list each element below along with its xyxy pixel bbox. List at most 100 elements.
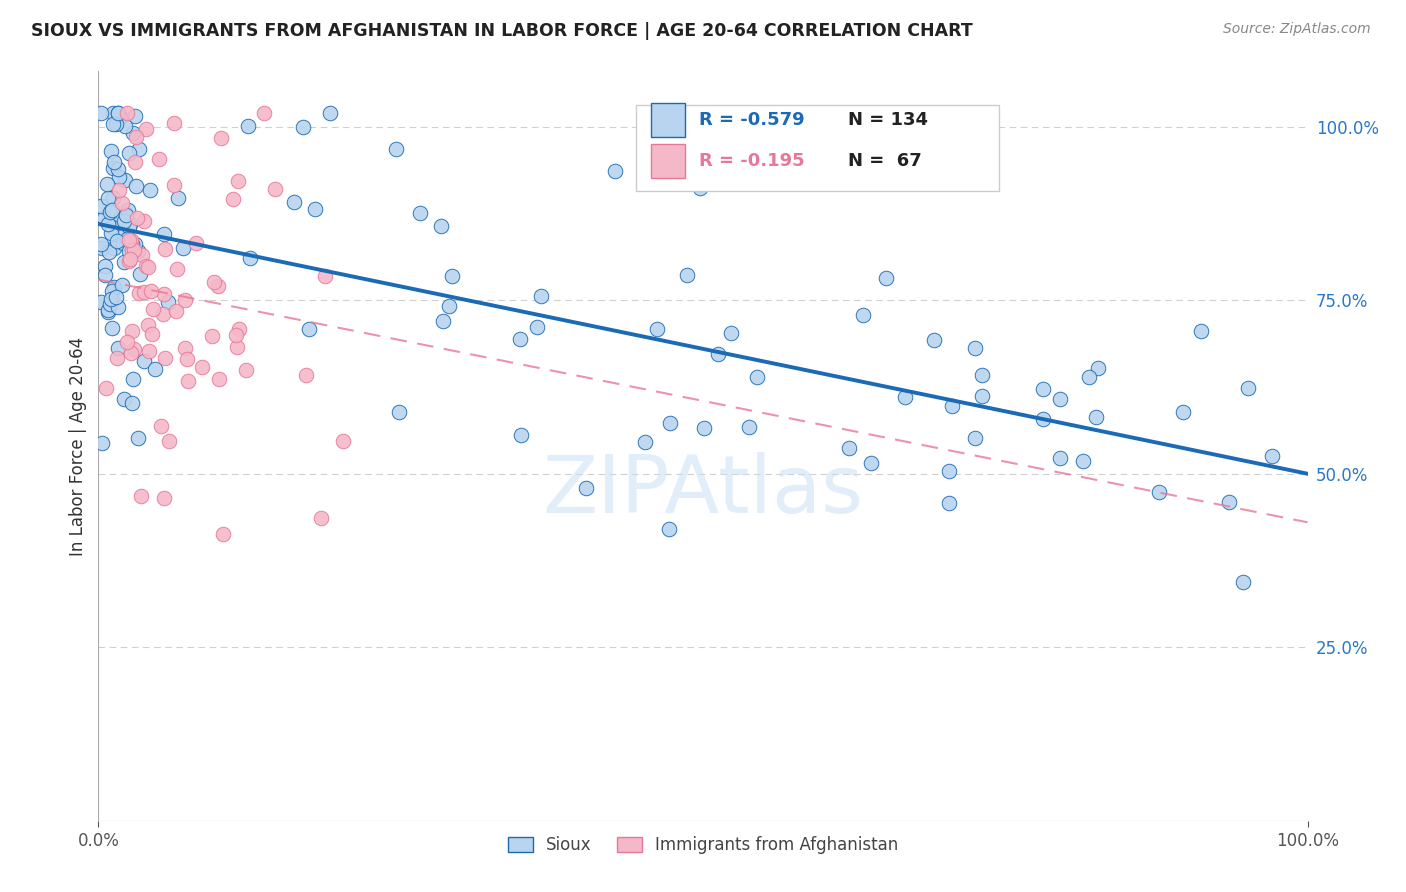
Point bbox=[145, 362, 167, 376]
Text: ZIPAtlas: ZIPAtlas bbox=[543, 452, 863, 530]
Point bbox=[689, 180, 711, 194]
Point bbox=[1237, 381, 1260, 395]
Point bbox=[97, 302, 120, 317]
Point bbox=[184, 235, 207, 250]
Point bbox=[103, 117, 125, 131]
Point bbox=[226, 173, 249, 187]
Point bbox=[298, 322, 321, 336]
Text: R = -0.579: R = -0.579 bbox=[699, 112, 806, 129]
Point bbox=[112, 255, 135, 269]
Point bbox=[114, 120, 136, 134]
Point bbox=[131, 248, 153, 262]
Point bbox=[94, 260, 117, 274]
Point bbox=[1232, 574, 1254, 589]
Text: R = -0.195: R = -0.195 bbox=[699, 153, 806, 170]
Point bbox=[108, 169, 131, 184]
Point bbox=[132, 213, 155, 227]
Point bbox=[114, 392, 136, 406]
Point bbox=[509, 428, 531, 442]
Point bbox=[603, 164, 626, 178]
Point bbox=[121, 237, 143, 252]
Point bbox=[136, 260, 159, 274]
Point bbox=[91, 436, 114, 450]
Point bbox=[1189, 324, 1212, 338]
Point bbox=[1049, 450, 1071, 465]
Point bbox=[124, 243, 146, 257]
Point bbox=[166, 261, 188, 276]
Point bbox=[100, 227, 122, 241]
Point bbox=[1071, 453, 1094, 467]
Point bbox=[659, 416, 682, 430]
Point bbox=[575, 481, 598, 495]
Point bbox=[120, 346, 142, 360]
Point bbox=[103, 279, 125, 293]
Point bbox=[253, 106, 276, 120]
Point bbox=[838, 441, 860, 455]
Point bbox=[100, 292, 122, 306]
Point bbox=[225, 340, 247, 354]
Point bbox=[118, 146, 141, 161]
Point bbox=[139, 183, 162, 197]
Point bbox=[103, 155, 125, 169]
Point bbox=[114, 173, 136, 187]
Point bbox=[103, 191, 125, 205]
Point bbox=[1049, 392, 1071, 406]
Point bbox=[201, 329, 224, 343]
Point bbox=[98, 204, 121, 219]
Point bbox=[91, 242, 114, 256]
Point bbox=[117, 334, 139, 349]
Point bbox=[228, 321, 250, 335]
Point bbox=[124, 236, 146, 251]
Point bbox=[1087, 360, 1109, 375]
Point bbox=[211, 131, 233, 145]
Point bbox=[385, 142, 408, 156]
Point bbox=[155, 351, 177, 366]
Point bbox=[693, 421, 716, 435]
Text: N = 134: N = 134 bbox=[848, 112, 928, 129]
Text: N =  67: N = 67 bbox=[848, 153, 922, 170]
Point bbox=[107, 106, 129, 120]
Legend: Sioux, Immigrants from Afghanistan: Sioux, Immigrants from Afghanistan bbox=[501, 830, 905, 861]
Point bbox=[94, 268, 117, 282]
Y-axis label: In Labor Force | Age 20-64: In Labor Force | Age 20-64 bbox=[69, 336, 87, 556]
Point bbox=[97, 304, 120, 318]
Point bbox=[122, 342, 145, 356]
Bar bbox=[651, 145, 685, 178]
Point bbox=[135, 122, 157, 136]
Point bbox=[859, 456, 882, 470]
Point bbox=[156, 295, 179, 310]
Point bbox=[432, 313, 454, 327]
Point bbox=[101, 203, 124, 218]
Point bbox=[148, 152, 170, 166]
Point bbox=[118, 220, 141, 235]
Point bbox=[111, 196, 134, 211]
Point bbox=[963, 341, 986, 355]
Point bbox=[100, 144, 122, 158]
Point bbox=[315, 269, 337, 284]
Point bbox=[124, 109, 146, 123]
Point bbox=[207, 372, 229, 386]
Point bbox=[311, 511, 333, 525]
Point bbox=[283, 195, 305, 210]
Point bbox=[118, 233, 141, 247]
Point bbox=[104, 290, 127, 304]
Point bbox=[162, 116, 184, 130]
Point bbox=[165, 304, 187, 318]
Point bbox=[132, 285, 155, 299]
Point bbox=[875, 271, 897, 285]
Point bbox=[430, 219, 453, 234]
Point bbox=[738, 420, 761, 434]
Point bbox=[90, 106, 112, 120]
Point bbox=[120, 233, 142, 247]
Bar bbox=[651, 103, 685, 137]
Point bbox=[972, 389, 994, 403]
Point bbox=[118, 254, 141, 268]
FancyBboxPatch shape bbox=[637, 105, 1000, 191]
Point bbox=[332, 434, 354, 448]
Point bbox=[1078, 370, 1101, 384]
Point bbox=[437, 299, 460, 313]
Text: SIOUX VS IMMIGRANTS FROM AFGHANISTAN IN LABOR FORCE | AGE 20-64 CORRELATION CHAR: SIOUX VS IMMIGRANTS FROM AFGHANISTAN IN … bbox=[31, 22, 973, 40]
Point bbox=[112, 214, 135, 228]
Point bbox=[135, 259, 157, 273]
Point bbox=[124, 129, 146, 144]
